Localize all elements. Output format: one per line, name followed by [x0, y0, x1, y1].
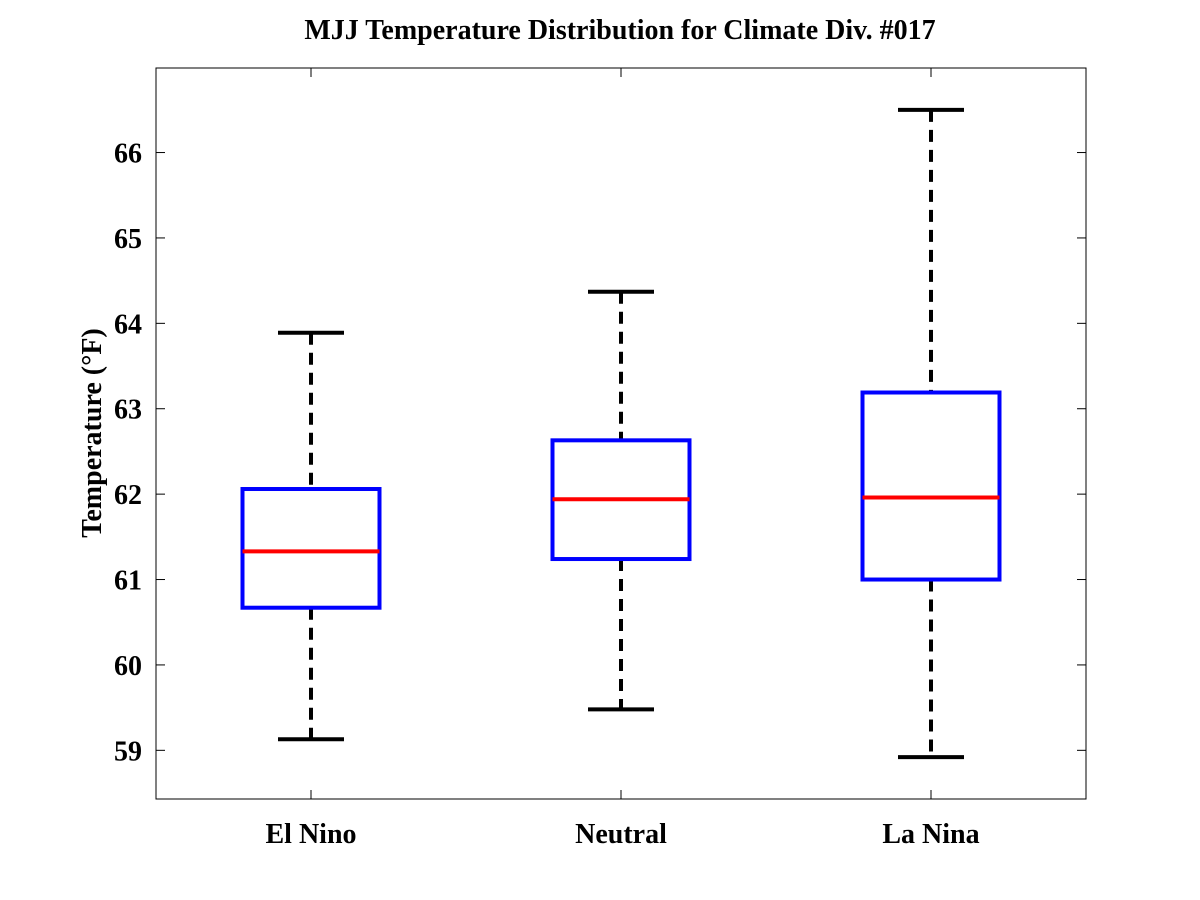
iqr-box — [860, 390, 1002, 582]
y-axis-label: Temperature (°F) — [77, 328, 108, 537]
y-tick-label: 59 — [114, 736, 142, 767]
y-tick-label: 65 — [114, 224, 142, 255]
box-la-nina — [860, 107, 1002, 760]
chart-title: MJJ Temperature Distribution for Climate… — [304, 15, 935, 46]
y-tick-label: 64 — [114, 309, 142, 340]
axis-ticks: 59 60 61 62 63 64 65 66 El Nino Neutral La Nina — [114, 68, 1086, 850]
box-el-nino — [240, 330, 382, 742]
x-tick-label: El Nino — [265, 819, 356, 850]
y-tick-label: 66 — [114, 139, 142, 170]
iqr-box — [240, 487, 382, 610]
y-tick-label: 60 — [114, 651, 142, 682]
x-tick-label: La Nina — [882, 819, 979, 850]
box-neutral — [550, 289, 692, 712]
x-tick-label: Neutral — [575, 819, 667, 850]
box-series — [240, 107, 1002, 760]
y-tick-label: 61 — [114, 566, 142, 597]
y-tick-label: 62 — [114, 480, 142, 511]
y-tick-label: 63 — [114, 395, 142, 426]
